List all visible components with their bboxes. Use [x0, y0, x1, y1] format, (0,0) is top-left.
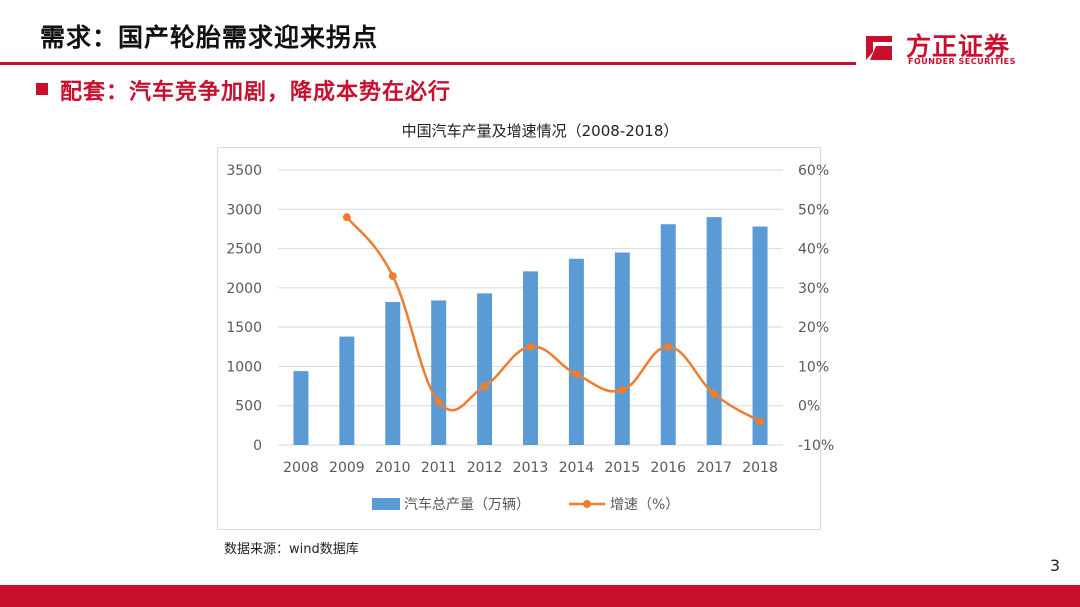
bar-2018: [752, 226, 768, 445]
x-tick-label: 2010: [375, 460, 411, 476]
y-right-tick-label: 30%: [798, 281, 829, 297]
y-left-tick-label: 3500: [226, 163, 262, 179]
title-rule: [0, 62, 856, 65]
bar-2017: [706, 217, 722, 445]
y-left-tick-label: 500: [235, 399, 262, 415]
brand-logo: 方正证券 FOUNDER SECURITIES: [862, 26, 1062, 70]
y-left-tick-label: 0: [253, 438, 262, 454]
x-tick-label: 2013: [513, 460, 549, 476]
growth-point-2012: [480, 382, 489, 391]
bottom-band: [0, 585, 1080, 607]
growth-point-2014: [572, 370, 581, 379]
x-tick-label: 2017: [696, 460, 732, 476]
y-right-tick-label: 20%: [798, 320, 829, 336]
bar-2010: [385, 302, 401, 445]
y-left-tick-label: 1000: [226, 359, 262, 375]
legend-label-production: 汽车总产量（万辆）: [404, 496, 530, 513]
x-tick-label: 2009: [329, 460, 365, 476]
x-tick-label: 2018: [742, 460, 778, 476]
y-left-tick-label: 2000: [226, 281, 262, 297]
y-right-tick-label: 50%: [798, 202, 829, 218]
bar-2012: [477, 293, 493, 445]
chart-frame: [217, 147, 821, 530]
y-right-tick-label: 60%: [798, 163, 829, 179]
y-left-tick-label: 1500: [226, 320, 262, 336]
growth-point-2011: [434, 397, 443, 406]
brand-name-cn: 方正证券: [906, 32, 1011, 61]
y-left-tick-label: 2500: [226, 242, 262, 258]
bar-series: [293, 217, 768, 445]
growth-point-2015: [618, 386, 627, 394]
bar-2013: [523, 271, 538, 445]
legend-marker-growth: [583, 500, 591, 508]
y-right-tick-label: -10%: [798, 438, 834, 454]
y-left-tick-label: 3000: [226, 202, 262, 218]
founder-logo-icon: [866, 36, 892, 60]
bar-2014: [568, 258, 584, 445]
growth-point-2017: [710, 389, 719, 398]
growth-point-2009: [342, 213, 351, 222]
growth-point-2010: [388, 272, 397, 281]
x-tick-label: 2011: [421, 460, 457, 476]
growth-point-2013: [526, 342, 535, 351]
data-source: 数据来源：wind数据库: [224, 542, 359, 557]
bar-2015: [614, 252, 630, 445]
y-right-tick-label: 0%: [798, 399, 820, 415]
bar-2008: [293, 371, 309, 445]
growth-line: [345, 216, 761, 423]
page-number: 3: [1049, 556, 1060, 575]
line-series: [342, 213, 765, 426]
chart-title: 中国汽车产量及增速情况（2008-2018）: [401, 122, 679, 140]
subtitle-bullet-icon: [36, 83, 48, 95]
axis-labels: 0 500 1000 1500 2000 2500 3000 3500 -10% 0% 10% 20%…: [226, 163, 834, 476]
page-title: 需求：国产轮胎需求迎来拐点: [40, 23, 379, 52]
chart-legend: 汽车总产量（万辆） 增速（%）: [372, 496, 679, 513]
bar-2009: [339, 336, 355, 445]
legend-swatch-production: [372, 498, 400, 510]
legend-label-growth: 增速（%）: [610, 497, 679, 513]
x-tick-label: 2016: [650, 460, 686, 476]
x-tick-label: 2012: [467, 460, 503, 476]
growth-point-2018: [756, 417, 765, 426]
y-right-tick-label: 10%: [798, 359, 829, 375]
bar-2016: [660, 224, 676, 445]
y-right-tick-label: 40%: [798, 242, 829, 258]
bar-2011: [431, 300, 447, 445]
x-tick-label: 2014: [559, 460, 595, 476]
x-tick-label: 2015: [604, 460, 640, 476]
brand-name-en: FOUNDER SECURITIES: [908, 57, 1016, 66]
x-tick-label: 2008: [283, 460, 319, 476]
growth-point-2016: [664, 342, 673, 351]
section-subtitle: 配套：汽车竞争加剧，降成本势在必行: [60, 80, 452, 105]
